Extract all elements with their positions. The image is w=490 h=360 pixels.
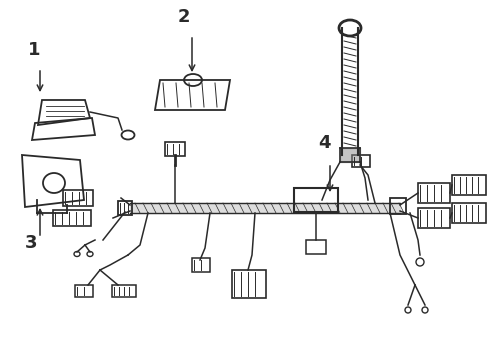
Bar: [53, 210, 91, 226]
Bar: [75, 285, 93, 297]
Bar: [352, 155, 370, 167]
Text: 2: 2: [178, 8, 191, 26]
Bar: [306, 240, 326, 254]
Bar: [418, 183, 450, 203]
Bar: [63, 190, 93, 206]
Bar: [192, 258, 210, 272]
Bar: [452, 203, 486, 223]
Text: 3: 3: [25, 234, 38, 252]
Bar: [232, 270, 266, 298]
Bar: [418, 208, 450, 228]
Bar: [390, 198, 406, 214]
Bar: [112, 285, 136, 297]
Bar: [452, 175, 486, 195]
Bar: [118, 201, 132, 215]
Bar: [294, 188, 338, 212]
Bar: [165, 142, 185, 156]
Text: 1: 1: [28, 41, 41, 59]
Text: 4: 4: [318, 134, 330, 152]
